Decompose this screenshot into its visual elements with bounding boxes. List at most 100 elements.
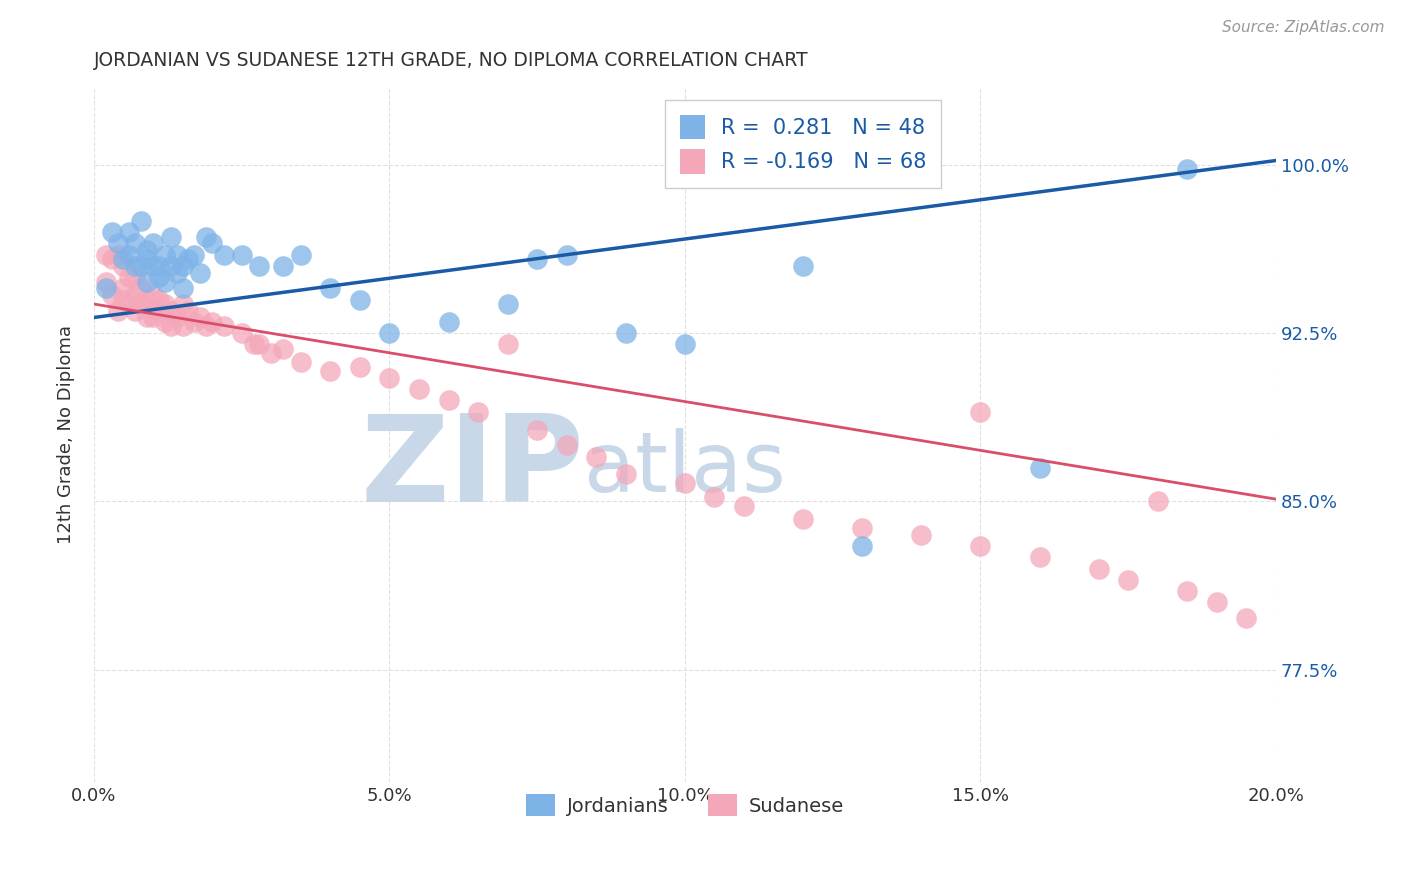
Point (153, 275, 176, 289)
Point (172, 259, 194, 273)
Point (188, 266, 211, 280)
Point (378, 326, 401, 341)
Point (153, 315, 176, 329)
Point (242, 337, 264, 351)
Point (349, 359, 371, 374)
Point (136, 293, 159, 307)
Point (172, 281, 194, 295)
Point (910, 528, 932, 542)
Point (249, 259, 271, 273)
Point (118, 248, 141, 262)
Point (94, 281, 117, 295)
Point (124, 303, 146, 318)
Point (136, 244, 159, 258)
Point (159, 259, 181, 273)
Point (153, 248, 176, 262)
Point (614, 326, 637, 341)
Point (136, 310, 159, 325)
Point (112, 252, 135, 267)
Point (172, 297, 194, 311)
Point (1175, 584, 1198, 599)
Point (792, 512, 814, 526)
Point (969, 539, 991, 553)
Point (271, 259, 294, 273)
Point (118, 225, 141, 239)
Point (136, 275, 159, 289)
Point (1087, 562, 1109, 576)
Point (124, 288, 146, 302)
Point (201, 236, 224, 251)
Point (129, 259, 152, 273)
Point (142, 236, 165, 251)
Point (231, 248, 253, 262)
Point (851, 539, 873, 553)
Point (673, 476, 696, 491)
Point (107, 303, 129, 318)
Point (555, 438, 578, 452)
Point (112, 293, 135, 307)
Text: JORDANIAN VS SUDANESE 12TH GRADE, NO DIPLOMA CORRELATION CHART: JORDANIAN VS SUDANESE 12TH GRADE, NO DIP… (94, 51, 808, 70)
Point (107, 236, 129, 251)
Point (100, 252, 122, 267)
Text: Source: ZipAtlas.com: Source: ZipAtlas.com (1222, 20, 1385, 35)
Point (124, 236, 146, 251)
Point (195, 229, 218, 244)
Point (673, 337, 696, 351)
Point (271, 342, 294, 356)
Point (437, 393, 460, 408)
Point (172, 319, 194, 334)
Point (319, 364, 342, 378)
Point (142, 310, 165, 325)
Point (94, 275, 117, 289)
Point (249, 337, 271, 351)
Point (166, 248, 188, 262)
Point (290, 248, 312, 262)
Point (94, 248, 117, 262)
Point (129, 214, 152, 228)
Point (100, 288, 122, 302)
Point (159, 303, 181, 318)
Point (733, 499, 755, 513)
Point (100, 225, 122, 239)
Point (969, 405, 991, 419)
Point (496, 297, 519, 311)
Point (124, 259, 146, 273)
Point (1116, 573, 1139, 587)
Point (851, 521, 873, 535)
Point (183, 315, 205, 329)
Point (703, 490, 725, 504)
Point (1205, 595, 1227, 609)
Legend: Jordanians, Sudanese: Jordanians, Sudanese (519, 786, 852, 824)
Point (1028, 550, 1050, 565)
Point (378, 371, 401, 385)
Point (112, 281, 135, 295)
Point (188, 310, 211, 325)
Point (467, 405, 489, 419)
Point (212, 248, 235, 262)
Point (118, 270, 141, 285)
Point (129, 297, 152, 311)
Point (1234, 611, 1257, 625)
Point (792, 259, 814, 273)
Point (195, 319, 218, 334)
Point (166, 266, 188, 280)
Point (148, 259, 170, 273)
Point (614, 467, 637, 482)
Point (159, 229, 181, 244)
Point (148, 270, 170, 285)
Point (496, 337, 519, 351)
Point (177, 252, 200, 267)
Point (231, 326, 253, 341)
Point (437, 315, 460, 329)
Point (118, 297, 141, 311)
Point (408, 382, 430, 396)
Text: ZIP: ZIP (361, 410, 585, 527)
Point (183, 248, 205, 262)
Point (107, 248, 129, 262)
Point (201, 315, 224, 329)
Point (124, 270, 146, 285)
Point (319, 281, 342, 295)
Point (349, 293, 371, 307)
Point (148, 303, 170, 318)
Point (1146, 494, 1168, 508)
